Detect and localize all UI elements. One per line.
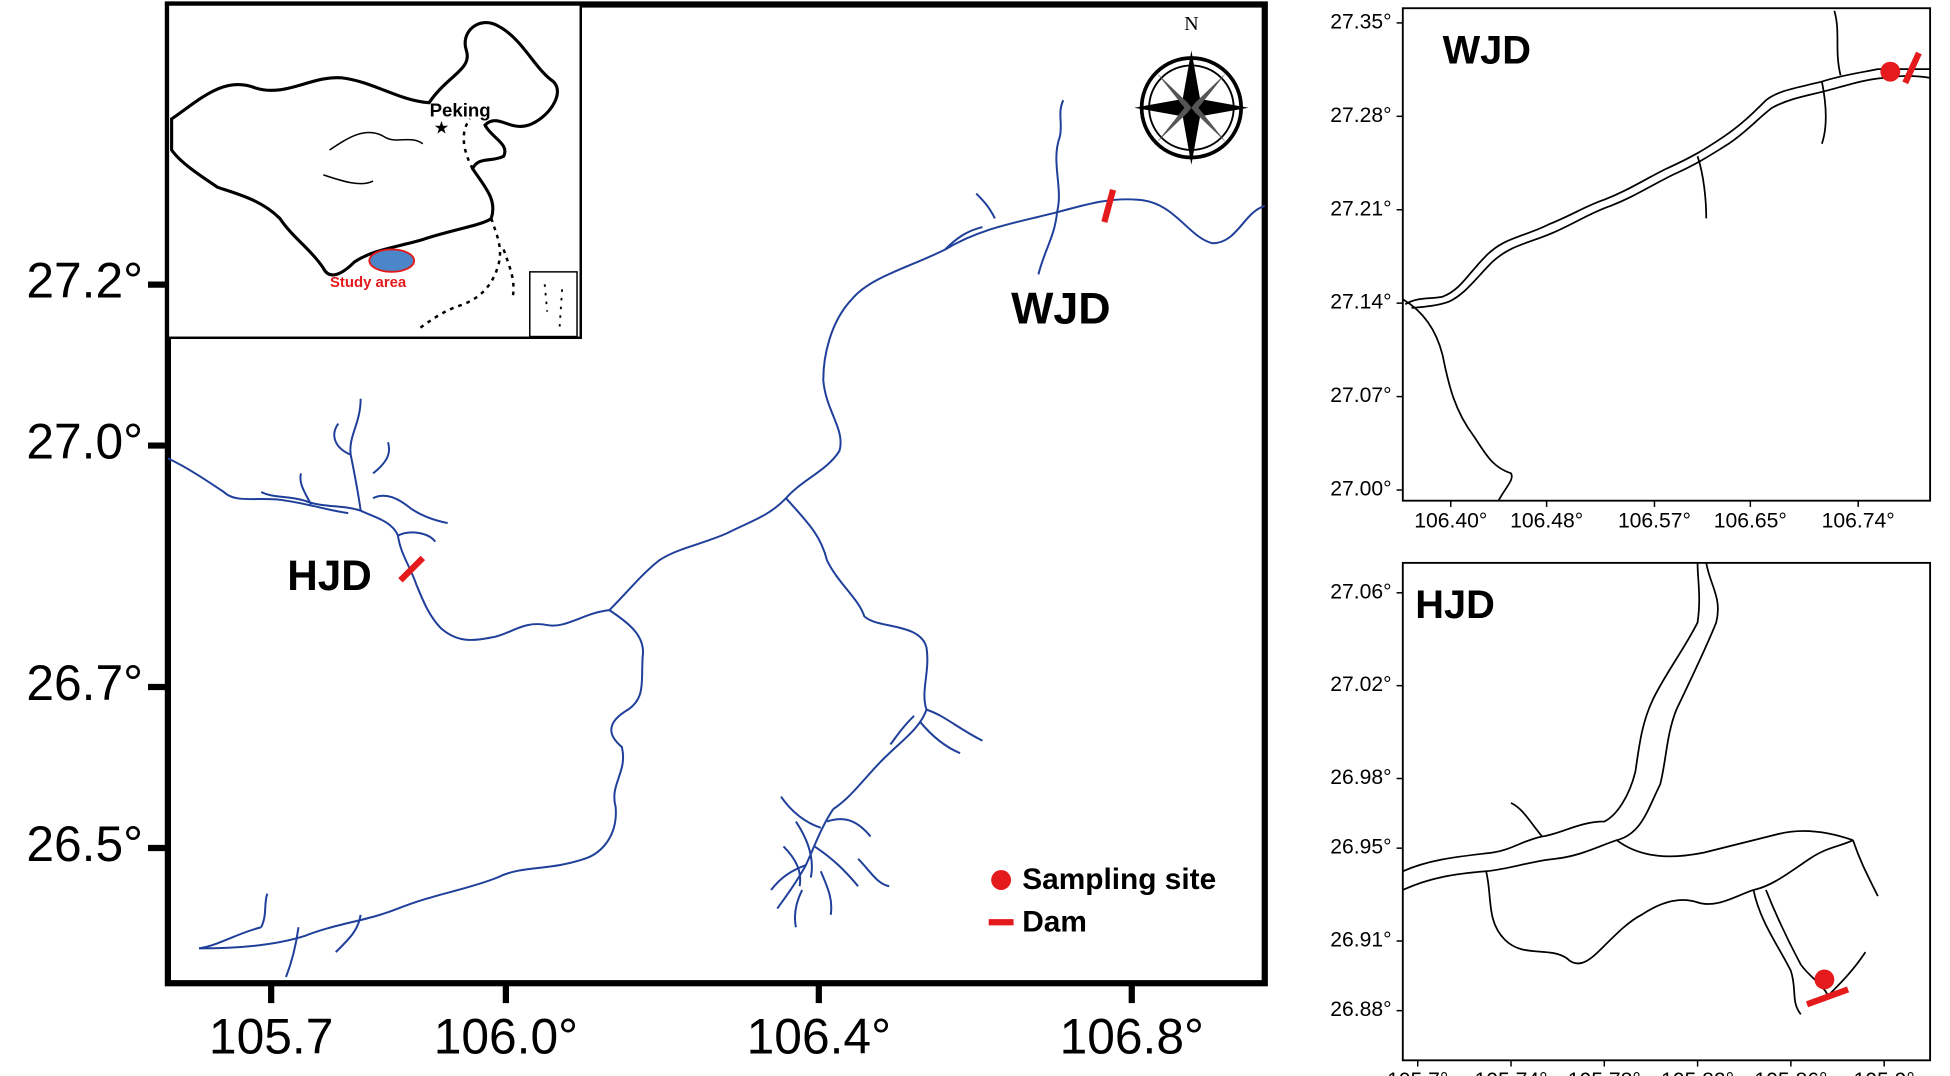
dam <box>1805 986 1850 1008</box>
compass <box>1134 50 1249 165</box>
x-tick-label: 106.8° <box>1060 1009 1204 1065</box>
wjd-frame <box>1401 7 1932 502</box>
y-tick-label: 27.28° <box>1330 104 1391 127</box>
sampling-site <box>1814 969 1835 990</box>
panel-title: WJD <box>1443 29 1531 73</box>
compass-label: N <box>1184 13 1198 35</box>
legend-label: Sampling site <box>1022 863 1216 896</box>
x-tick-label: 105.7° <box>1387 1069 1448 1076</box>
y-tick-label: 27.00° <box>1330 478 1391 501</box>
x-tick-label: 106.48° <box>1510 509 1583 532</box>
study-area <box>368 248 416 273</box>
reservoir-south <box>770 796 890 928</box>
capital-marker: ★ <box>434 117 450 137</box>
x-tick-label: 106.40° <box>1414 509 1487 532</box>
x-tick-label: 105.74° <box>1474 1069 1547 1076</box>
x-tick-label: 105.9° <box>1854 1069 1915 1076</box>
hjd-outline <box>1402 562 1879 1015</box>
y-tick-label: 26.7° <box>26 655 143 711</box>
y-tick-label: 27.02° <box>1330 673 1391 696</box>
legend-site-marker <box>991 870 1012 890</box>
x-tick-label: 106.4° <box>747 1009 891 1065</box>
y-tick-label: 27.14° <box>1330 291 1391 314</box>
wjd-river <box>1402 10 1931 502</box>
x-tick-label: 105.82° <box>1661 1069 1734 1076</box>
x-tick-label: 106.74° <box>1822 509 1895 532</box>
inset-frame <box>166 3 583 340</box>
main-rivers <box>167 99 1266 978</box>
y-tick-label: 27.07° <box>1330 384 1391 407</box>
y-tick-label: 26.88° <box>1330 998 1391 1021</box>
reservoir-label: HJD <box>287 552 372 599</box>
x-tick-label: 105.7 <box>209 1009 333 1065</box>
legend-label: Dam <box>1022 905 1087 938</box>
inset-outline <box>170 21 578 338</box>
dam <box>1902 51 1922 85</box>
y-tick-label: 27.21° <box>1330 197 1391 220</box>
study-area-label: Study area <box>330 274 407 291</box>
reservoir-label: WJD <box>1011 283 1110 333</box>
sampling-site <box>1880 61 1901 82</box>
x-tick-label: 106.0° <box>434 1009 578 1065</box>
y-tick-label: 26.5° <box>26 816 143 872</box>
y-tick-label: 27.2° <box>26 253 143 309</box>
y-tick-label: 27.0° <box>26 414 143 470</box>
city-label: Peking <box>430 99 491 120</box>
x-tick-label: 105.78° <box>1568 1069 1641 1076</box>
panel-title: HJD <box>1415 583 1495 627</box>
y-tick-label: 26.98° <box>1330 766 1391 789</box>
y-tick-label: 27.06° <box>1330 580 1391 603</box>
y-tick-label: 26.91° <box>1330 929 1391 952</box>
y-tick-label: 27.35° <box>1330 10 1391 33</box>
y-tick-label: 26.95° <box>1330 836 1391 859</box>
dam-hjd <box>398 555 426 583</box>
dam-wjd <box>1101 188 1117 223</box>
x-tick-label: 106.57° <box>1618 509 1691 532</box>
x-tick-label: 106.65° <box>1714 509 1787 532</box>
x-tick-label: 105.86° <box>1754 1069 1827 1076</box>
hjd-reservoir <box>260 398 448 586</box>
hjd-frame <box>1401 561 1932 1062</box>
